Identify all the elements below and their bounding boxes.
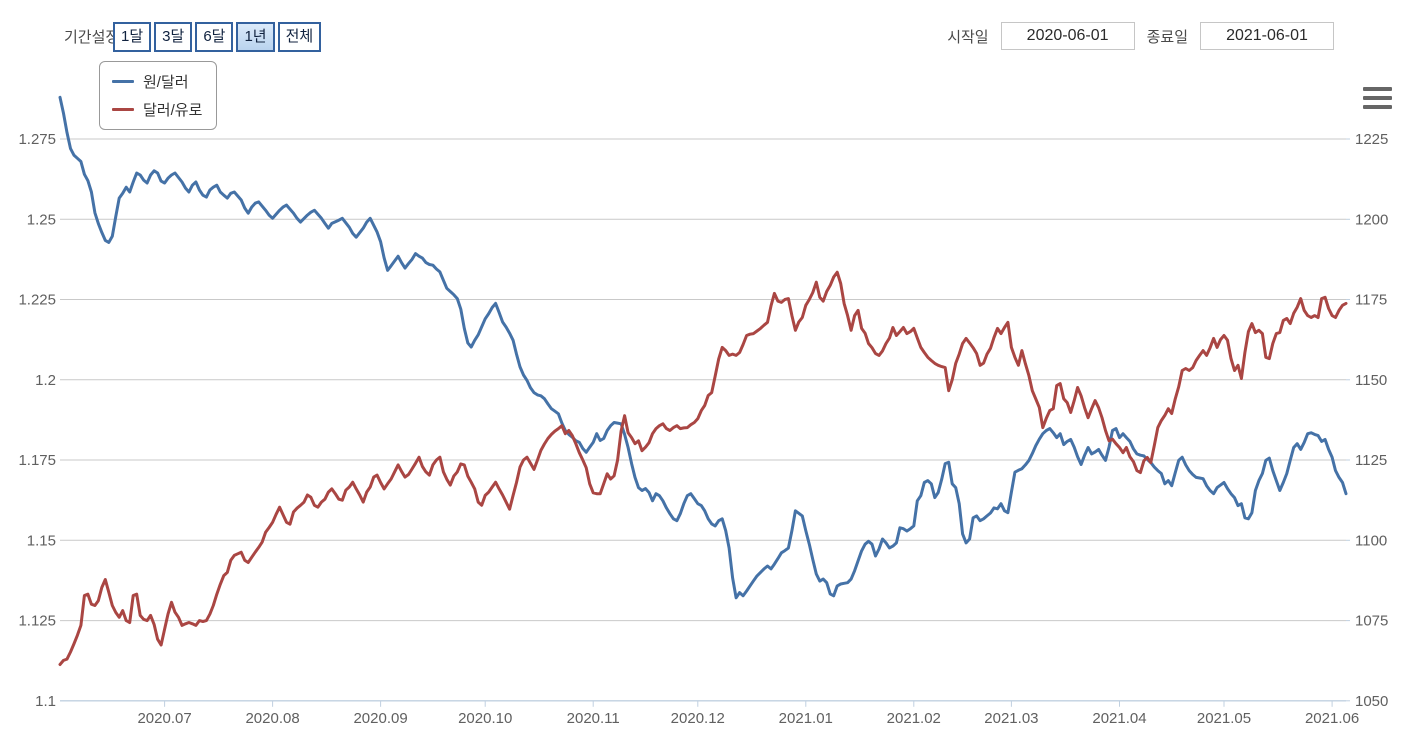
x-axis-label: 2020.11 bbox=[567, 710, 620, 727]
legend-item-usd-eur[interactable]: 달러/유로 bbox=[112, 99, 202, 120]
y-axis-left-label: 1.225 bbox=[18, 292, 56, 309]
x-axis-label: 2021.01 bbox=[779, 710, 833, 727]
x-axis-label: 2020.09 bbox=[353, 710, 407, 727]
x-axis-label: 2021.06 bbox=[1305, 710, 1359, 727]
y-axis-left-label: 1.125 bbox=[18, 613, 56, 630]
legend-label-usd-eur: 달러/유로 bbox=[143, 102, 203, 119]
period-button-group: 1달 3달 6달 1년 전체 bbox=[113, 22, 322, 52]
y-axis-right-label: 1075 bbox=[1355, 613, 1388, 630]
y-axis-right-label: 1200 bbox=[1355, 211, 1388, 228]
x-axis-label: 2020.12 bbox=[671, 710, 725, 727]
y-axis-left-label: 1.275 bbox=[18, 131, 56, 148]
usd-eur-line-swatch bbox=[112, 108, 134, 111]
period-button-3month[interactable]: 3달 bbox=[154, 22, 193, 52]
x-axis-label: 2021.03 bbox=[984, 710, 1038, 727]
x-axis-label: 2021.04 bbox=[1092, 710, 1146, 727]
x-axis-label: 2021.05 bbox=[1197, 710, 1251, 727]
period-setting-label: 기간설정 bbox=[64, 29, 120, 46]
period-button-1month[interactable]: 1달 bbox=[113, 22, 152, 52]
y-axis-left-label: 1.15 bbox=[27, 532, 56, 549]
y-axis-left-label: 1.1 bbox=[35, 693, 56, 710]
chart-line-usd-eur bbox=[58, 270, 1348, 666]
chart-legend: 원/달러 달러/유로 bbox=[99, 61, 218, 130]
end-date-input[interactable] bbox=[1200, 22, 1334, 50]
y-axis-right-label: 1050 bbox=[1355, 693, 1388, 710]
y-axis-left-label: 1.2 bbox=[35, 372, 56, 389]
date-range-controls: 시작일 종료일 bbox=[947, 22, 1334, 50]
y-axis-right-label: 1225 bbox=[1355, 131, 1388, 148]
start-date-label: 시작일 bbox=[947, 28, 989, 46]
y-axis-left-label: 1.175 bbox=[18, 452, 56, 469]
y-axis-right-label: 1175 bbox=[1355, 292, 1387, 309]
period-button-6month[interactable]: 6달 bbox=[195, 22, 234, 52]
x-axis-label: 2021.02 bbox=[887, 710, 941, 727]
x-axis-label: 2020.10 bbox=[458, 710, 512, 727]
start-date-input[interactable] bbox=[1000, 22, 1135, 50]
hamburger-menu-icon[interactable] bbox=[1363, 87, 1392, 109]
x-axis-label: 2020.07 bbox=[137, 710, 191, 727]
period-button-all[interactable]: 전체 bbox=[277, 22, 322, 52]
y-axis-right-label: 1150 bbox=[1355, 372, 1387, 389]
period-button-1year[interactable]: 1년 bbox=[236, 22, 275, 52]
end-date-label: 종료일 bbox=[1146, 28, 1188, 46]
x-axis-label: 2020.08 bbox=[245, 710, 299, 727]
toolbar: 기간설정 1달 3달 6달 1년 전체 시작일 종료일 bbox=[0, 0, 1412, 56]
chart-line-krw-usd bbox=[58, 95, 1348, 600]
legend-item-krw-usd[interactable]: 원/달러 bbox=[112, 71, 202, 92]
y-axis-left-label: 1.25 bbox=[27, 211, 56, 228]
legend-label-krw-usd: 원/달러 bbox=[143, 74, 189, 91]
y-axis-right-label: 1125 bbox=[1355, 452, 1387, 469]
krw-usd-line-swatch bbox=[112, 80, 134, 83]
y-axis-right-label: 1100 bbox=[1355, 532, 1387, 549]
